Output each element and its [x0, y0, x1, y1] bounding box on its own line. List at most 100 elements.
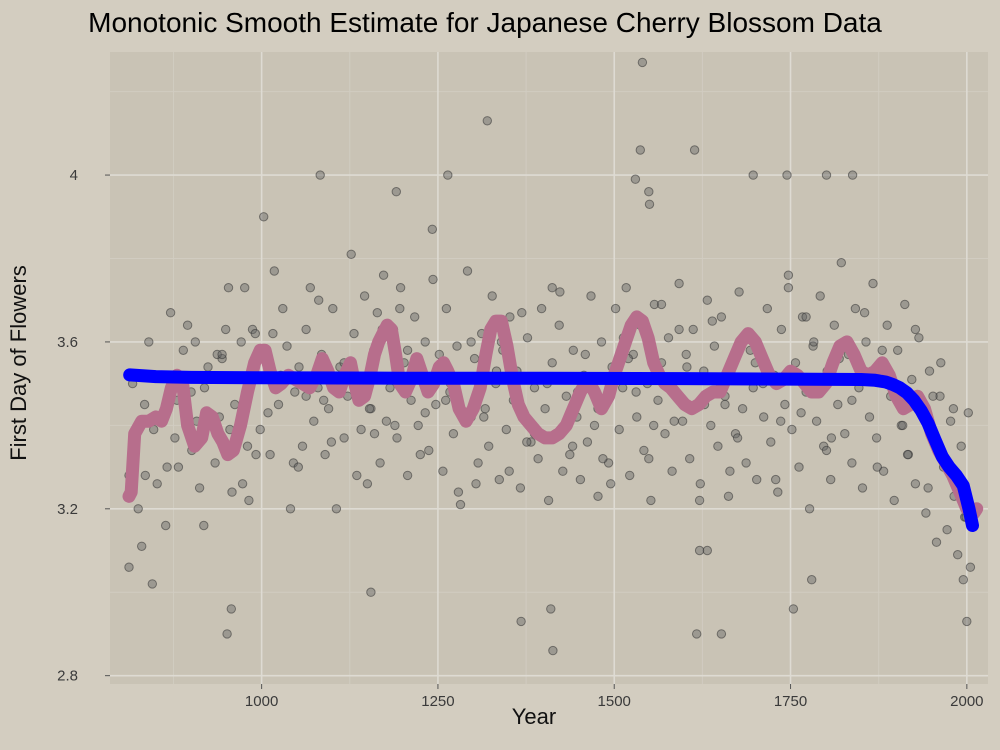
data-point	[194, 483, 205, 493]
data-point	[734, 287, 744, 297]
data-point	[547, 358, 557, 368]
data-point	[644, 187, 654, 197]
data-point	[428, 274, 438, 285]
data-point	[575, 474, 586, 485]
data-point	[273, 399, 284, 410]
y-tick-label: 3.2	[57, 501, 78, 518]
data-point	[953, 550, 963, 560]
data-point	[320, 449, 330, 460]
data-point	[836, 258, 846, 268]
data-point	[945, 416, 956, 426]
data-point	[290, 387, 300, 397]
data-point	[936, 358, 946, 368]
data-point	[669, 416, 679, 426]
data-point	[923, 483, 933, 493]
data-point	[702, 295, 712, 305]
data-point	[663, 333, 674, 343]
data-point	[963, 408, 973, 418]
data-point	[381, 416, 392, 426]
data-point	[190, 337, 201, 347]
data-point	[780, 399, 790, 410]
data-point	[907, 374, 917, 385]
data-point	[632, 412, 642, 422]
data-point	[438, 466, 448, 476]
data-point	[269, 266, 279, 276]
data-point	[962, 616, 972, 627]
data-point	[928, 391, 938, 401]
data-point	[237, 479, 248, 489]
data-point	[707, 316, 717, 326]
data-point	[630, 174, 641, 184]
data-point	[580, 349, 590, 360]
data-point	[263, 408, 273, 418]
data-point	[517, 308, 527, 318]
data-point	[162, 462, 172, 472]
data-point	[948, 404, 959, 414]
data-point	[484, 441, 494, 451]
data-point	[660, 429, 670, 439]
data-point	[871, 433, 882, 443]
data-point	[323, 404, 334, 414]
y-tick-label: 2.8	[57, 668, 78, 685]
data-point	[547, 283, 557, 293]
data-point	[410, 312, 420, 322]
data-point	[555, 287, 565, 297]
data-point	[826, 474, 836, 485]
data-point	[227, 487, 237, 497]
data-point	[762, 303, 772, 314]
data-point	[375, 458, 385, 468]
data-point	[931, 537, 942, 547]
x-tick-label: 1250	[421, 693, 454, 710]
data-point	[319, 395, 329, 405]
data-point	[706, 420, 716, 431]
data-point	[568, 345, 578, 355]
data-point	[606, 479, 616, 489]
data-point	[441, 303, 452, 314]
data-point	[346, 249, 356, 260]
data-point	[297, 441, 308, 451]
data-point	[482, 116, 492, 126]
data-point	[479, 412, 489, 422]
data-point	[809, 337, 819, 347]
data-point	[637, 57, 648, 68]
data-point	[165, 308, 176, 318]
data-point	[766, 437, 776, 447]
data-point	[352, 470, 362, 481]
y-axis-label: First Day of Flowers	[6, 265, 31, 461]
data-point	[529, 383, 540, 393]
data-point	[644, 199, 655, 210]
data-point	[480, 404, 490, 414]
data-point	[282, 341, 292, 351]
data-point	[326, 437, 337, 447]
data-point	[893, 345, 903, 355]
data-point	[223, 283, 234, 293]
data-point	[293, 462, 303, 472]
data-point	[251, 449, 261, 460]
data-point	[395, 303, 405, 314]
data-point	[255, 424, 265, 435]
data-point	[965, 562, 976, 572]
data-point	[840, 429, 850, 439]
data-point	[395, 283, 406, 293]
data-point	[644, 454, 654, 464]
data-point	[554, 320, 564, 330]
data-point	[144, 337, 154, 347]
data-point	[771, 474, 781, 485]
data-point	[694, 545, 705, 556]
data-point	[958, 575, 968, 585]
data-point	[847, 395, 857, 405]
data-point	[402, 345, 413, 355]
data-point	[598, 454, 608, 464]
data-point	[362, 479, 373, 489]
data-point	[268, 328, 278, 339]
data-point	[725, 466, 735, 476]
data-point	[709, 341, 720, 351]
data-point	[900, 299, 910, 310]
data-point	[402, 470, 413, 481]
data-point	[807, 575, 817, 585]
data-point	[850, 303, 861, 314]
data-point	[776, 416, 786, 426]
data-point	[522, 333, 533, 343]
data-point	[694, 495, 705, 506]
data-point	[567, 441, 578, 451]
